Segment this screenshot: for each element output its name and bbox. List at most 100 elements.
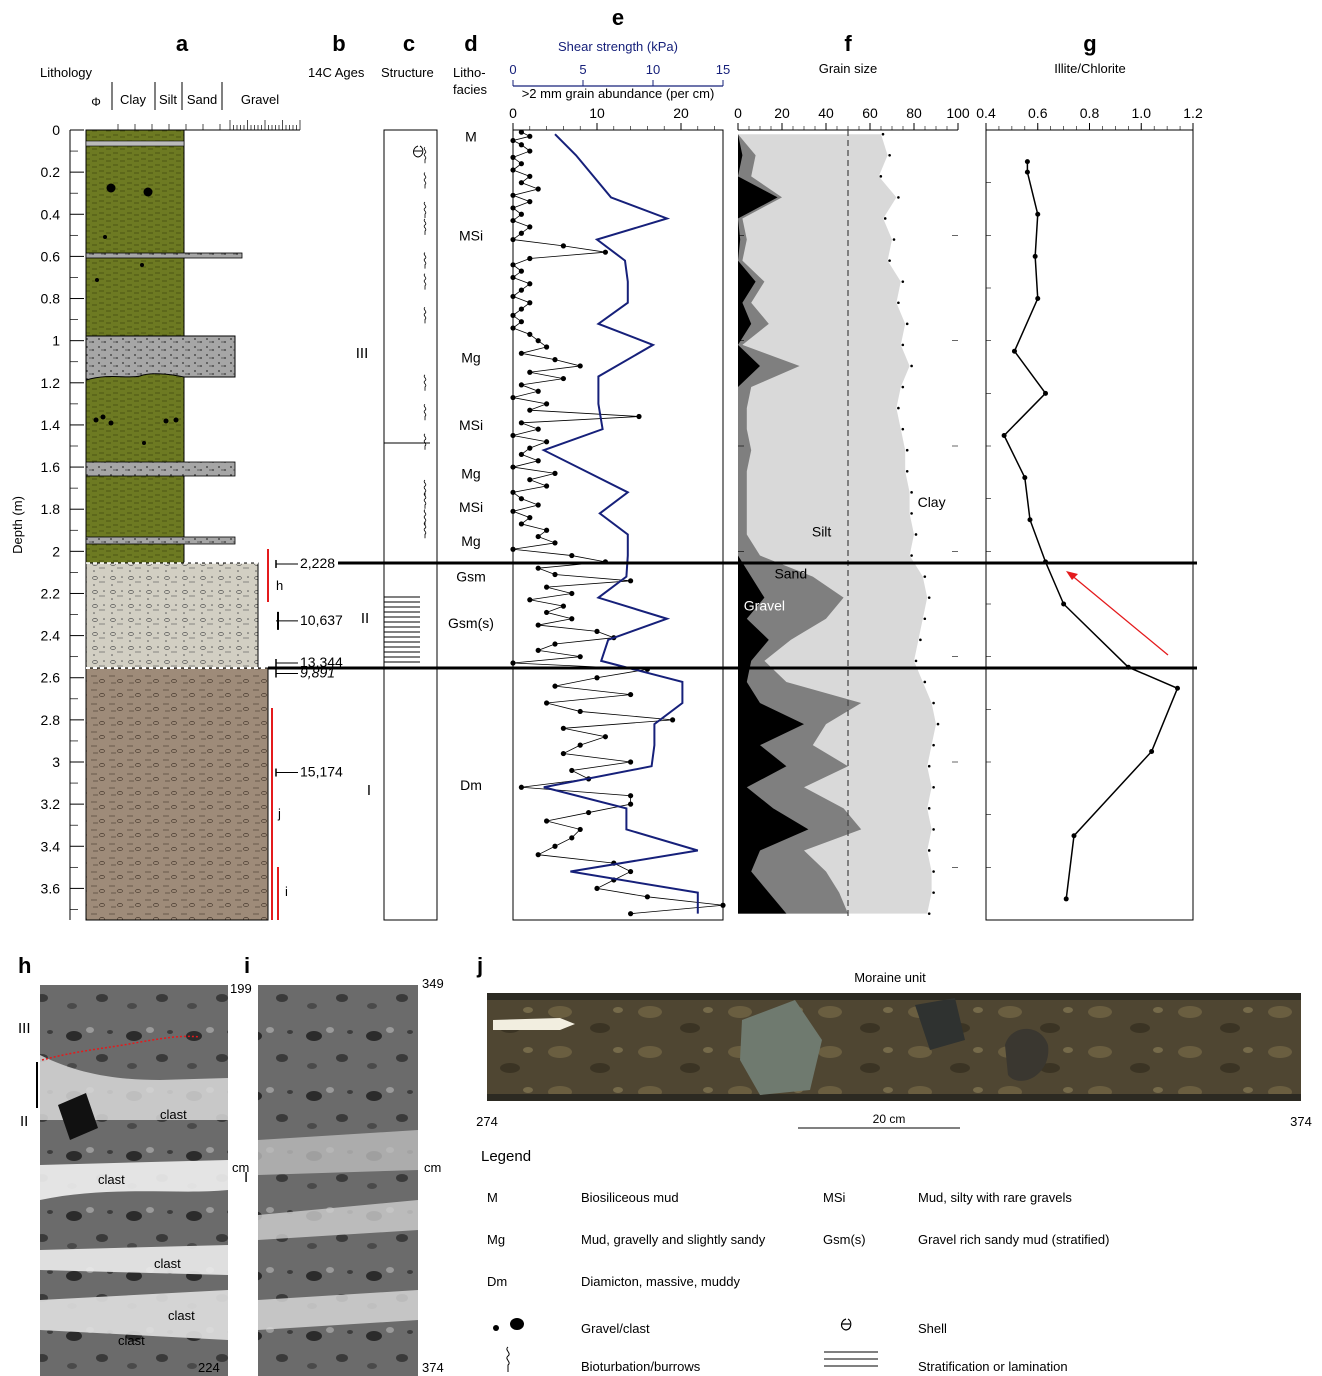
abundance-point bbox=[510, 262, 516, 268]
core-h-clast-1: clast bbox=[160, 1107, 187, 1122]
abundance-point bbox=[510, 217, 516, 224]
grain-size-point bbox=[888, 259, 891, 262]
lithofacies-label: Dm bbox=[460, 777, 482, 793]
abundance-point bbox=[527, 199, 533, 205]
depth-axis: 0 0.2 0.4 0.6 0.8 1 1.2 1.4 1.6 1.8 2 2.2 2.4 2.6 2.8 3… bbox=[41, 122, 84, 920]
grain-size-area-label: Clay bbox=[918, 494, 946, 510]
abundance-tick-label: 10 bbox=[589, 105, 605, 121]
lithofacies-label: Mg bbox=[461, 350, 480, 366]
illite-point bbox=[1174, 685, 1180, 691]
grain-abundance-series bbox=[510, 129, 726, 917]
panel-e-frame bbox=[512, 129, 724, 921]
abundance-point bbox=[527, 281, 533, 287]
illite-point bbox=[1043, 390, 1049, 396]
structure-column bbox=[383, 129, 438, 921]
gravel-clast-icon bbox=[143, 187, 153, 197]
bioturbation-icon bbox=[423, 403, 427, 421]
bioturbation-icon bbox=[423, 492, 427, 509]
grain-size-point bbox=[905, 469, 909, 473]
abundance-point bbox=[518, 142, 525, 148]
abundance-point bbox=[518, 161, 525, 167]
abundance-point bbox=[510, 432, 516, 439]
phi-label: Φ bbox=[91, 95, 101, 109]
gravel-clast-icon bbox=[140, 263, 144, 267]
grain-size-point bbox=[892, 238, 896, 241]
illite-point bbox=[1071, 833, 1077, 839]
structure-title: Structure bbox=[381, 65, 434, 80]
core-j-photo bbox=[487, 993, 1301, 1101]
abundance-point bbox=[544, 344, 550, 350]
ages-title: 14C Ages bbox=[308, 65, 365, 80]
core-h-unit-iii: III bbox=[18, 1020, 31, 1037]
illite-axis-ticks: 0.4 0.6 0.8 1.0 1.2 bbox=[976, 105, 1203, 130]
age-label: 15,174 bbox=[300, 764, 343, 780]
gravel-clast-icon bbox=[510, 1318, 524, 1330]
gravel-clast-icon bbox=[108, 420, 114, 426]
abundance-point bbox=[560, 243, 567, 249]
core-i-unit: I bbox=[244, 1169, 248, 1186]
grain-size-point bbox=[927, 807, 931, 810]
abundance-point bbox=[535, 186, 541, 192]
grain-size-area-label: Silt bbox=[812, 524, 832, 540]
unit-label-iii: III bbox=[356, 345, 369, 362]
shear-tick-label: 5 bbox=[579, 62, 586, 77]
grain-size-point bbox=[888, 153, 891, 157]
lithofacies-title-1: Litho- bbox=[453, 65, 486, 80]
core-h-unit-ii: II bbox=[20, 1113, 28, 1130]
lithofacies-label: Gsm bbox=[456, 569, 486, 585]
abundance-point bbox=[518, 382, 525, 388]
bioturbation-icon bbox=[423, 273, 427, 290]
abundance-point bbox=[527, 173, 533, 179]
abundance-point bbox=[577, 742, 583, 748]
abundance-point bbox=[569, 767, 575, 774]
grain-size-point bbox=[914, 659, 918, 663]
grain-size-area-label: Sand bbox=[774, 566, 807, 582]
lithology-column bbox=[85, 129, 269, 921]
abundance-point bbox=[586, 809, 592, 816]
abundance-point bbox=[535, 502, 541, 508]
illite-point bbox=[1149, 748, 1155, 754]
grain-size-point bbox=[901, 280, 905, 283]
illite-line bbox=[1003, 161, 1179, 900]
lithofacies-label: MSi bbox=[459, 417, 483, 433]
abundance-point bbox=[569, 590, 575, 597]
abundance-point bbox=[560, 725, 567, 731]
abundance-point bbox=[527, 255, 533, 262]
legend-title: Legend bbox=[481, 1148, 531, 1165]
abundance-point bbox=[510, 137, 516, 144]
abundance-point bbox=[544, 439, 550, 445]
abundance-point bbox=[569, 552, 575, 559]
grain-size-tick-label: 0 bbox=[734, 105, 742, 121]
panel-letter-b: b bbox=[332, 31, 345, 56]
legend-text-m: Biosiliceous mud bbox=[581, 1190, 679, 1205]
bioturbation-icon bbox=[423, 509, 427, 526]
core-h-clast-3: clast bbox=[154, 1256, 181, 1271]
illite-point bbox=[1027, 517, 1033, 523]
shear-axis-label: Shear strength (kPa) bbox=[558, 39, 678, 54]
shear-tick-label: 15 bbox=[716, 62, 730, 77]
abundance-point bbox=[544, 401, 550, 407]
abundance-point bbox=[510, 192, 516, 198]
panel-letter-e: e bbox=[612, 5, 624, 30]
abundance-point bbox=[560, 750, 567, 757]
illite-point bbox=[1035, 211, 1041, 217]
depth-tick-label: 3.2 bbox=[41, 796, 61, 812]
abundance-point bbox=[628, 793, 634, 799]
grain-size-point bbox=[881, 132, 885, 136]
abundance-point bbox=[552, 571, 558, 578]
grain-size-point bbox=[910, 364, 913, 368]
depth-tick-label: 2.2 bbox=[41, 585, 61, 601]
abundance-point bbox=[510, 154, 516, 160]
core-j-left: 274 bbox=[476, 1114, 498, 1129]
abundance-point bbox=[510, 660, 516, 666]
abundance-point bbox=[535, 647, 541, 653]
depth-axis-label: Depth (m) bbox=[10, 496, 25, 554]
core-h-bottom: 224 bbox=[198, 1360, 220, 1375]
core-marker-j: j bbox=[277, 806, 281, 821]
abundance-point bbox=[527, 477, 533, 483]
trend-arrow bbox=[1069, 573, 1169, 656]
abundance-point bbox=[518, 420, 525, 426]
grain-size-point bbox=[905, 448, 909, 452]
grain-size-point bbox=[923, 575, 927, 578]
illite-tick-label: 0.6 bbox=[1028, 105, 1048, 121]
